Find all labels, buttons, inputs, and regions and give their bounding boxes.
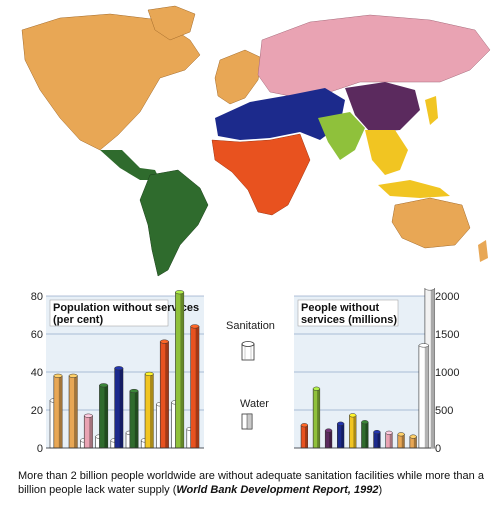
map-region-central-america xyxy=(100,150,160,180)
map-region-south-asia xyxy=(318,112,365,160)
y-tick-label: 20 xyxy=(31,405,43,417)
map-region-china xyxy=(345,82,420,132)
legend-sanitation-symbol xyxy=(241,341,255,361)
map-region-east-asia xyxy=(365,130,408,175)
map-region-western-europe xyxy=(214,49,263,105)
y-tick-label: 1500 xyxy=(435,329,459,341)
y-tick-label: 2000 xyxy=(435,291,459,303)
caption-source: World Bank Development Report, 1992 xyxy=(176,484,379,496)
bar-water xyxy=(129,388,139,449)
map-region-japan xyxy=(425,96,438,125)
y-tick-label: 40 xyxy=(31,367,43,379)
chart-title-line2: services (millions) xyxy=(301,314,397,326)
bar-water xyxy=(190,324,200,449)
bar-water xyxy=(324,428,333,449)
bar-water xyxy=(175,290,185,449)
legend-water-symbol xyxy=(241,413,253,430)
map-region-new-zealand xyxy=(478,240,488,262)
bar-water xyxy=(68,373,78,449)
bar-water xyxy=(361,420,369,449)
y-tick-label: 0 xyxy=(37,443,43,455)
y-tick-label: 80 xyxy=(31,291,43,303)
bar-water xyxy=(385,430,393,449)
bar-water xyxy=(53,373,63,449)
bar-water xyxy=(114,366,124,449)
map-region-indonesia xyxy=(378,180,450,198)
map-region-north-america xyxy=(21,13,201,151)
map-region-australia xyxy=(391,197,471,249)
chart-title-box xyxy=(49,299,169,327)
bar-water xyxy=(337,421,345,449)
map-region-south-america xyxy=(139,169,209,277)
y-tick-label: 0 xyxy=(435,443,441,455)
chart-title-line1: Population without services xyxy=(53,302,199,314)
bar-water xyxy=(159,339,169,449)
bar-water xyxy=(373,429,381,449)
chart-population-percent: 0 20 40 60 80 Population without services(per… xyxy=(31,290,204,455)
bar-water xyxy=(300,423,308,449)
caption-close: ) xyxy=(378,484,383,496)
chart-title-box xyxy=(297,299,399,327)
bar-water xyxy=(83,413,93,449)
chart-title-line1: People without xyxy=(301,302,380,314)
figure-caption: More than 2 billion people worldwide are… xyxy=(18,469,488,497)
map-region-greenland xyxy=(147,5,196,41)
chart-title-line2: (per cent) xyxy=(53,314,103,326)
bar-water xyxy=(349,413,357,449)
bar-water xyxy=(409,434,417,449)
bar-water xyxy=(312,386,321,449)
bar-water xyxy=(99,383,109,449)
bar-total-sanitation xyxy=(418,343,430,449)
y-tick-label: 1000 xyxy=(435,367,459,379)
y-tick-label: 500 xyxy=(435,405,453,417)
world-map xyxy=(21,5,491,277)
map-region-sub-saharan-africa xyxy=(211,133,311,216)
y-tick-label: 60 xyxy=(31,329,43,341)
legend-sanitation-label: Sanitation xyxy=(226,320,275,332)
bar-water xyxy=(144,371,154,449)
map-region-former-ussr xyxy=(257,14,491,99)
map-region-middle-east xyxy=(215,88,345,140)
legend-water-label: Water xyxy=(240,398,269,410)
caption-text: More than 2 billion people worldwide are… xyxy=(18,470,484,496)
bar-water xyxy=(397,432,405,449)
